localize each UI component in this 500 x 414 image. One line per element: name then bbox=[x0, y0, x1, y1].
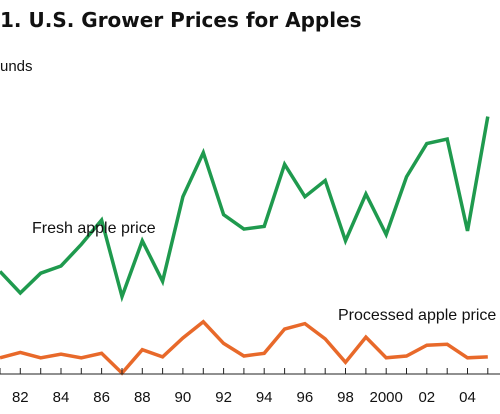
x-tick-label: 82 bbox=[12, 389, 29, 406]
processed-apple-price-line bbox=[0, 319, 488, 376]
x-axis-ticks: 82 84 86 88 90 92 94 96 98 2000 02 04 bbox=[0, 368, 489, 406]
x-tick-label: 94 bbox=[256, 389, 273, 406]
y-axis-unit-label: unds bbox=[0, 58, 33, 75]
x-tick-label: 92 bbox=[215, 389, 232, 406]
x-tick-label: 86 bbox=[93, 389, 110, 406]
x-tick-label: 90 bbox=[175, 389, 192, 406]
page-title: 1. U.S. Grower Prices for Apples bbox=[0, 8, 362, 32]
fresh-apple-price-label: Fresh apple price bbox=[32, 220, 156, 237]
processed-apple-price-label: Processed apple price bbox=[338, 307, 496, 324]
x-tick-label: 02 bbox=[418, 389, 435, 406]
x-tick-label: 88 bbox=[134, 389, 151, 406]
x-tick-label: 04 bbox=[459, 389, 476, 406]
x-tick-label: 96 bbox=[297, 389, 314, 406]
fresh-apple-price-line bbox=[0, 116, 490, 303]
series-layer bbox=[0, 116, 490, 376]
x-tick-label: 84 bbox=[53, 389, 70, 406]
x-tick-label: 2000 bbox=[370, 389, 403, 406]
x-tick-label: 98 bbox=[337, 389, 354, 406]
